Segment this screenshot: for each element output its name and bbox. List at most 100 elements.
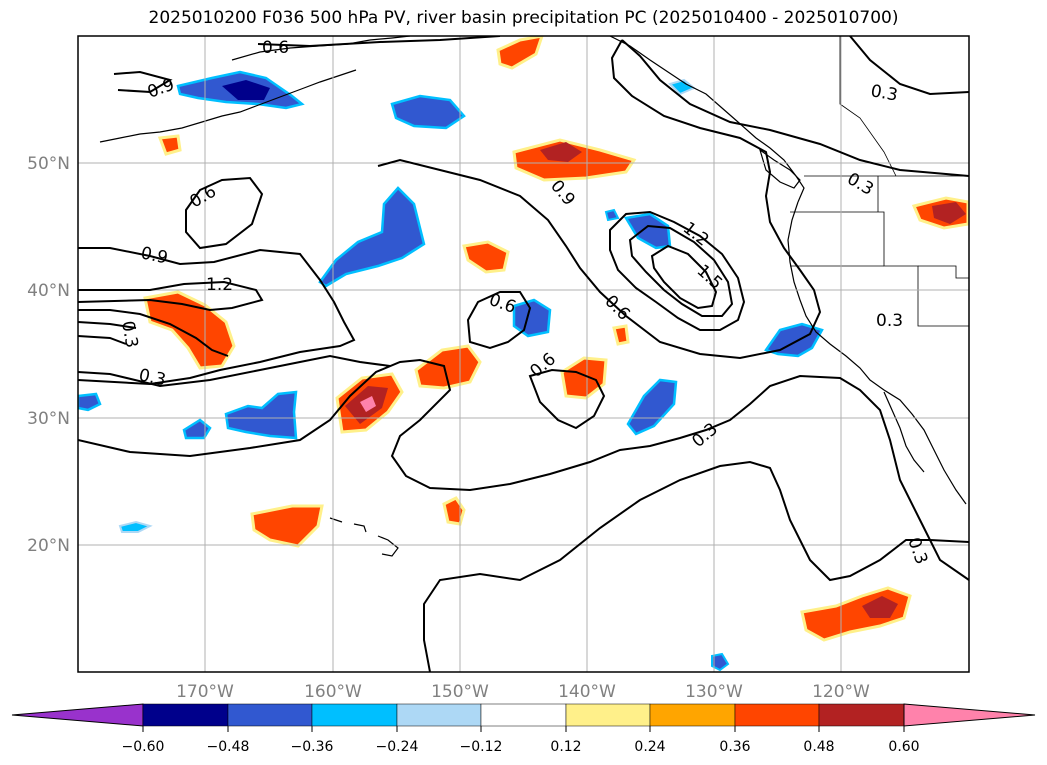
- pv-contour-line: [466, 291, 532, 350]
- pv-contour-line: [528, 368, 606, 430]
- precip-cell: [360, 396, 376, 412]
- precip-cell: [800, 586, 912, 642]
- colorbar-tick-label: −0.12: [460, 739, 503, 755]
- pv-contour-line: [609, 210, 746, 331]
- lon-label: 170°W: [176, 682, 234, 702]
- map-frame: [77, 35, 970, 673]
- colorbar-segment: [649, 703, 736, 727]
- border-line: [790, 211, 969, 327]
- latitude-labels: 50°N 40°N 30°N 20°N: [27, 154, 70, 556]
- coastlines: [99, 36, 967, 557]
- pv-contour-line: [621, 39, 969, 177]
- pv-contour-line: [78, 335, 127, 345]
- contour-label: 1.5: [693, 261, 726, 294]
- pv-contour-line: [78, 354, 391, 388]
- colorbar-tick-label: 0.12: [550, 739, 581, 755]
- pv-contour-line: [628, 224, 734, 317]
- precip-cell: [222, 80, 270, 100]
- precip-cell: [540, 142, 582, 162]
- colorbar-segment: [396, 703, 482, 727]
- contour-label: 0.6: [262, 38, 289, 58]
- lon-label: 160°W: [304, 682, 362, 702]
- precip-cell: [250, 504, 324, 548]
- contour-label: 0.3: [844, 169, 877, 200]
- colorbar-segment: [818, 703, 905, 727]
- contour-label: 0.3: [137, 365, 168, 390]
- colorbar-extend-min: [11, 703, 144, 727]
- precip-cell: [224, 390, 298, 440]
- colorbar-segment: [480, 703, 567, 727]
- colorbar-extend-max: [903, 703, 1036, 727]
- contour-label: 0.9: [145, 75, 177, 103]
- colorbar-tick-label: −0.36: [291, 739, 334, 755]
- contour-label: 0.3: [876, 311, 903, 331]
- us-west-coast: [787, 201, 967, 505]
- precip-cell: [626, 378, 678, 436]
- aleutian-islands: [99, 69, 357, 143]
- colorbar-tick-label: −0.60: [122, 739, 165, 755]
- lon-label: 130°W: [685, 682, 743, 702]
- precip-cell: [118, 520, 153, 533]
- colorbar-segment: [142, 703, 229, 727]
- precip-cell: [182, 418, 212, 440]
- colorbar-tick-label: −0.24: [376, 739, 419, 755]
- lon-label: 140°W: [558, 682, 616, 702]
- precip-cell: [604, 208, 620, 222]
- political-boundaries: [790, 36, 969, 327]
- precip-cell: [318, 186, 426, 288]
- graticule: [78, 36, 969, 672]
- pv-contour-line: [257, 36, 501, 48]
- contour-label: 0.3: [688, 419, 722, 452]
- contour-label: 0.3: [869, 81, 899, 105]
- pv-contour-line: [78, 247, 356, 386]
- pv-contour-line: [113, 70, 173, 94]
- colorbar: −0.60 −0.48 −0.36 −0.24 −0.12 0.12 0.24 …: [11, 703, 1036, 755]
- precip-cell: [862, 596, 898, 618]
- colorbar-segment: [565, 703, 651, 727]
- precip-cell: [764, 322, 824, 358]
- contour-label: 0.6: [187, 181, 220, 212]
- precip-cell: [157, 134, 182, 156]
- pv-contour-line: [423, 460, 969, 672]
- longitude-labels: 170°W 160°W 150°W 140°W 130°W 120°W: [176, 682, 870, 702]
- colorbar-segment: [734, 703, 820, 727]
- precip-cell: [442, 496, 466, 526]
- pv-contour-line: [78, 321, 137, 329]
- precip-cell: [932, 202, 966, 224]
- precip-cell: [711, 652, 730, 672]
- lat-label: 50°N: [27, 154, 70, 174]
- positive-anomaly-cells: [143, 36, 969, 642]
- pv-contour-line: [78, 280, 264, 312]
- contour-label: 1.2: [206, 275, 233, 295]
- contour-label: 0.9: [139, 243, 170, 268]
- colorbar-tick-label: 0.36: [719, 739, 750, 755]
- border-line: [918, 265, 969, 279]
- colorbar-ticks: [142, 726, 905, 732]
- precip-cell: [414, 344, 482, 390]
- lat-label: 40°N: [27, 281, 70, 301]
- precip-cell: [612, 324, 630, 346]
- border-line: [839, 36, 897, 177]
- precip-cell: [143, 290, 236, 370]
- pv-contours: [78, 36, 969, 672]
- colorbar-segment: [227, 703, 313, 727]
- precipitation-field: [78, 36, 969, 672]
- precip-cell: [623, 212, 672, 250]
- vancouver-island: [758, 148, 801, 189]
- contour-label: 0.3: [117, 319, 141, 349]
- pv-contour-line: [849, 36, 969, 96]
- pv-contour-line: [78, 358, 969, 581]
- contour-label: 1.2: [679, 218, 713, 250]
- lat-label: 30°N: [27, 409, 70, 429]
- pv-contour-line: [377, 39, 822, 360]
- precip-cell: [78, 392, 102, 412]
- baja-peninsula: [883, 391, 925, 473]
- precip-cell: [390, 94, 466, 130]
- colorbar-tick-label: 0.24: [634, 739, 665, 755]
- precip-cell: [512, 138, 637, 182]
- precip-cell: [462, 240, 510, 274]
- colorbar-tick-labels: −0.60 −0.48 −0.36 −0.24 −0.12 0.12 0.24 …: [122, 739, 920, 755]
- pv-contour-line: [78, 309, 229, 357]
- lon-label: 120°W: [812, 682, 870, 702]
